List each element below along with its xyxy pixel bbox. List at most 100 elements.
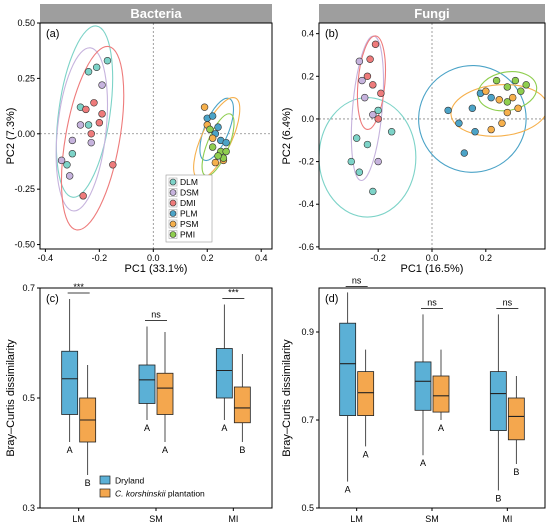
panel-label: (b)	[325, 28, 338, 40]
x-tick-label: SM	[425, 514, 439, 524]
comparison-significance: ns	[151, 310, 161, 320]
data-point-psm	[503, 108, 512, 117]
data-point-dmi	[82, 105, 90, 114]
comparison-significance: ns	[503, 297, 513, 307]
y-tick-label: 0.9	[301, 327, 314, 337]
data-point-dlm	[84, 68, 93, 76]
legend-label-suffix: plantation	[166, 489, 205, 499]
significance-letter: A	[438, 423, 444, 433]
legend-marker	[169, 210, 177, 217]
y-tick-label: -0.2	[298, 157, 314, 167]
confidence-ellipse-dlm	[319, 97, 417, 218]
legend-label: PSM	[180, 219, 198, 229]
significance-letter: A	[420, 458, 426, 468]
data-point-plm	[222, 138, 230, 147]
data-point-plm	[460, 149, 468, 157]
box-lm	[61, 350, 79, 415]
data-point-plm	[471, 128, 479, 136]
y-tick-label: -0.50	[14, 240, 35, 250]
significance-letter: A	[345, 485, 351, 495]
legend-swatch	[99, 475, 111, 485]
confidence-ellipse-plm	[418, 65, 527, 173]
y-tick-label: 0.0	[301, 114, 314, 124]
data-point-dlm	[363, 140, 372, 149]
x-axis-title: PC1 (16.5%)	[401, 263, 464, 275]
data-point-dlm	[92, 63, 101, 72]
significance-letter: B	[239, 445, 245, 455]
box-mi	[233, 386, 251, 424]
x-tick-label: MI	[228, 514, 238, 524]
y-axis-title: Bray–Curtis dissimilarity	[281, 339, 293, 457]
confidence-ellipse-dmi	[356, 35, 387, 130]
data-point-pmi	[511, 76, 520, 85]
data-point-psm	[200, 103, 209, 111]
box-sm	[156, 372, 174, 415]
y-axis-title: PC2 (6.4%)	[281, 108, 293, 165]
strip-title: Fungi	[414, 6, 449, 21]
data-point-dmi	[95, 119, 104, 127]
data-point-dmi	[79, 192, 87, 200]
y-tick-label: 0.5	[22, 393, 35, 403]
significance-letter: B	[495, 493, 501, 503]
data-point-dlm	[63, 161, 71, 169]
data-point-dmi	[377, 89, 385, 98]
data-point-dsm	[65, 172, 74, 180]
data-point-plm	[487, 93, 495, 102]
panel-c: A B *** LM A Ans SM A B *** MI 0.3 0.5 0.7 (c) Bray–Cur…	[5, 282, 273, 524]
data-point-pmi	[206, 125, 214, 134]
confidence-ellipse-pmi	[201, 113, 235, 177]
box-sm	[138, 364, 156, 404]
legend-marker	[169, 220, 177, 228]
box-lm	[357, 371, 375, 417]
legend-marker	[169, 189, 177, 196]
confidence-ellipse-dlm	[55, 25, 114, 198]
data-point-plm	[444, 106, 452, 115]
y-axis-title: Bray–Curtis dissimilarity	[5, 339, 17, 457]
panel-label: (c)	[46, 293, 59, 305]
y-tick-label: -0.4	[298, 199, 314, 209]
data-point-dmi	[363, 72, 372, 81]
data-point-dlm	[352, 134, 361, 142]
y-tick-label: 0.2	[301, 71, 314, 81]
x-tick-label: -0.2	[370, 253, 386, 263]
data-point-psm	[482, 87, 490, 95]
strip-bar	[40, 4, 272, 23]
data-point-pmi	[503, 83, 512, 91]
panel-b: Fungi -0.2 0.0 0.2 -0.6 -0.4 -0.2 0.0 0.2 0.4 (b) P…	[281, 4, 546, 275]
strip-bar	[319, 4, 545, 23]
data-point-dsm	[68, 136, 77, 145]
box-mi	[489, 371, 507, 431]
legend-label: PMI	[180, 230, 195, 240]
confidence-ellipse-pmi	[477, 71, 538, 112]
data-point-dmi	[369, 81, 377, 89]
legend-label: PLM	[180, 209, 197, 219]
legend-label: C. korshinskii plantation	[115, 489, 205, 499]
data-point-pmi	[492, 76, 501, 85]
data-point-plm	[468, 104, 477, 112]
data-point-dsm	[369, 110, 377, 119]
legend-label: Dryland	[115, 476, 145, 486]
data-point-dlm	[347, 157, 355, 166]
data-point-dmi	[374, 115, 382, 123]
y-tick-label: 0.25	[17, 73, 35, 83]
data-point-dmi	[98, 110, 106, 118]
data-point-dlm	[369, 187, 377, 196]
x-tick-label: 0.2	[480, 253, 493, 263]
box-sm	[432, 375, 450, 413]
data-point-dmi	[87, 130, 95, 138]
x-tick-label: SM	[149, 514, 163, 524]
y-tick-label: 0.7	[22, 283, 35, 293]
significance-letter: A	[162, 445, 168, 455]
y-tick-label: 0.50	[17, 18, 35, 28]
confidence-ellipse-dsm	[55, 47, 108, 212]
significance-letter: A	[144, 423, 150, 433]
data-point-pmi	[208, 143, 217, 151]
data-point-dlm	[103, 56, 112, 65]
confidence-ellipse-dmi	[60, 45, 125, 231]
data-point-pmi	[503, 98, 512, 106]
comparison-significance: ***	[228, 288, 239, 298]
data-point-dlm	[374, 106, 382, 115]
box-lm	[339, 322, 357, 417]
data-point-dsm	[76, 121, 85, 129]
